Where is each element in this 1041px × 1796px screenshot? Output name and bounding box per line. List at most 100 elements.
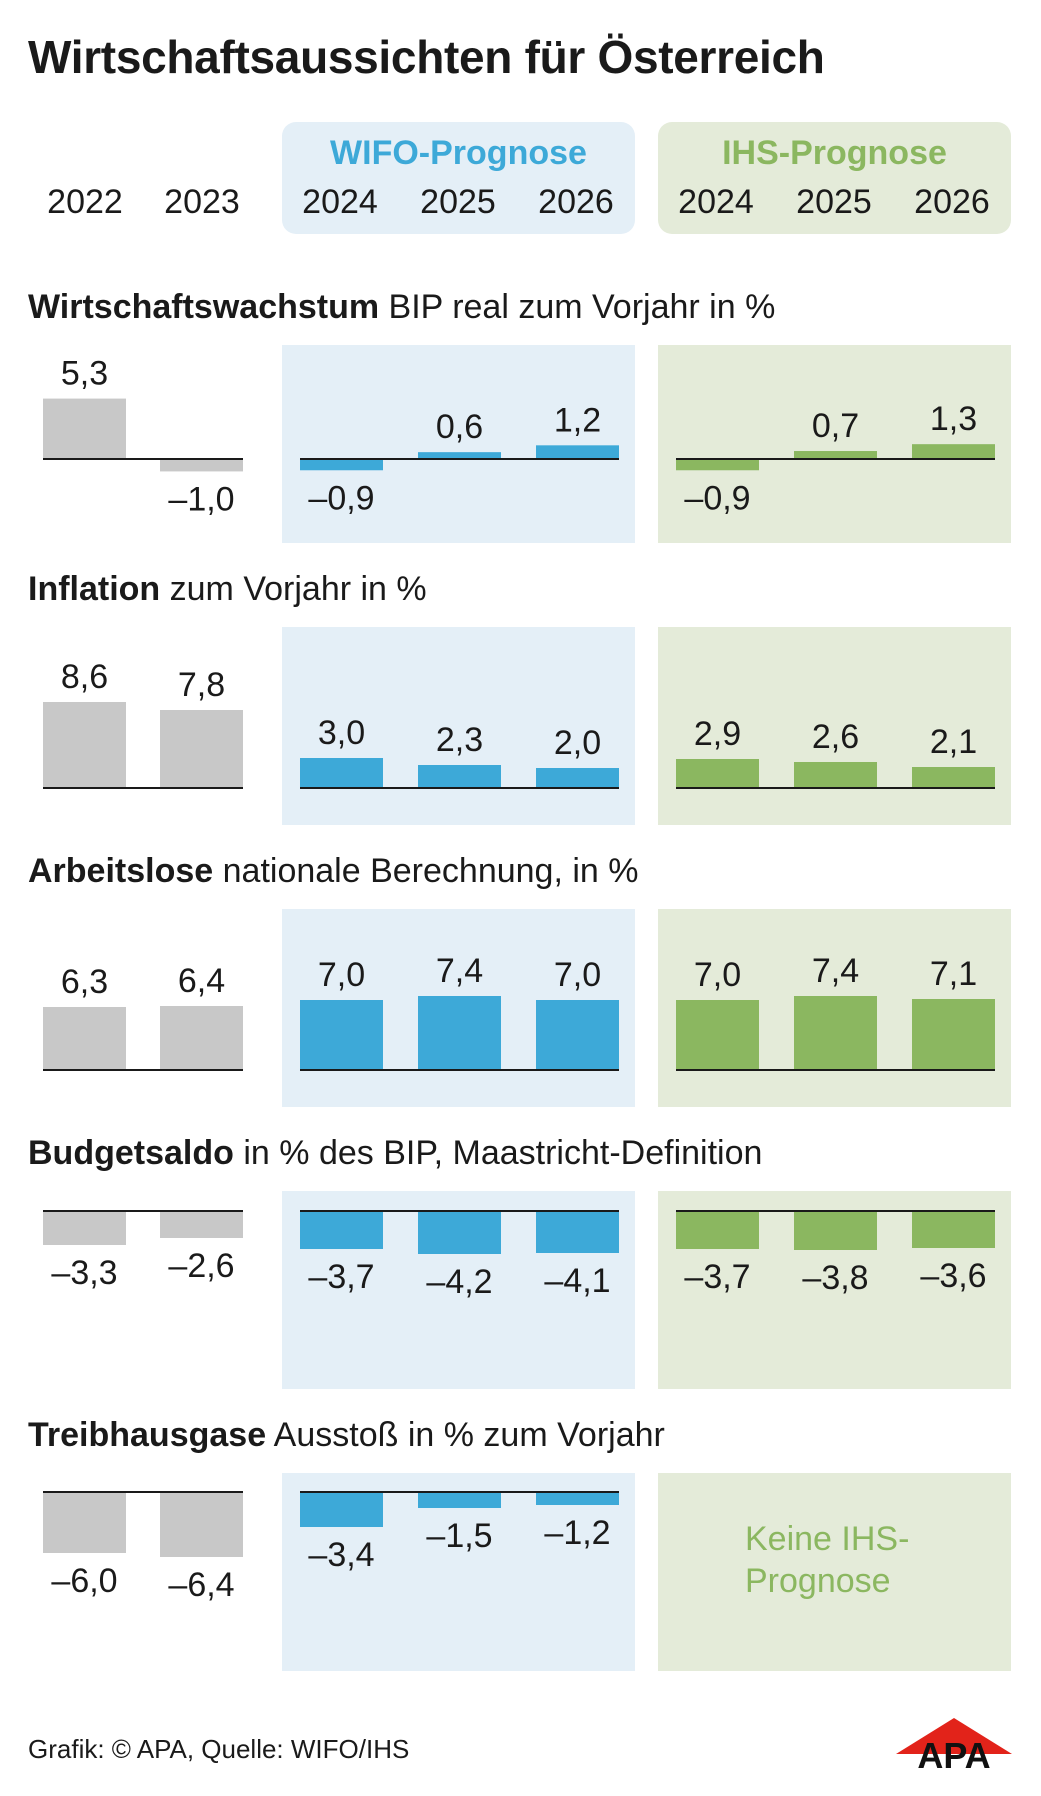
value-label-wifo-2025-3: –4,2: [426, 1263, 492, 1301]
bar-actual-2023-4: [160, 1493, 243, 1557]
page-title: Wirtschaftsaussichten für Österreich: [28, 31, 825, 83]
section-title-unemployment: Arbeitslose nationale Berechnung, in %: [28, 852, 639, 891]
section-title-bold: Treibhausgase: [28, 1416, 267, 1454]
value-label-ihs-2025-3: –3,8: [802, 1259, 868, 1297]
value-label-ihs-2024-3: –3,7: [684, 1258, 750, 1296]
bar-ihs-2025-1: [794, 762, 877, 788]
bar-wifo-2025-4: [418, 1493, 501, 1508]
section-title-bold: Wirtschaftswachstum: [28, 288, 380, 326]
bar-actual-2023-1: [160, 710, 243, 788]
logo-text: APA: [917, 1735, 990, 1770]
bar-ihs-2024-2: [676, 1000, 759, 1070]
value-label-ihs-2025-1: 2,6: [812, 718, 859, 756]
value-label-actual-2023-0: –1,0: [168, 480, 234, 518]
bar-ihs-2024-0: [676, 460, 759, 471]
wifo-label: WIFO-Prognose: [330, 134, 587, 172]
section-title-bold: Inflation: [28, 570, 161, 608]
value-label-actual-2023-3: –2,6: [168, 1247, 234, 1285]
bar-wifo-2026-2: [536, 1000, 619, 1070]
value-label-actual-2022-1: 8,6: [61, 658, 108, 696]
section-title-rest: zum Vorjahr in %: [160, 570, 427, 608]
value-label-wifo-2024-4: –3,4: [308, 1536, 374, 1574]
section-title-inflation: Inflation zum Vorjahr in %: [28, 570, 427, 609]
ihs-label: IHS-Prognose: [722, 134, 947, 172]
bar-ihs-2025-0: [794, 451, 877, 459]
bar-ihs-2026-0: [912, 444, 995, 459]
wifo-panel-inflation: [282, 627, 635, 825]
ihs-year-label-2024: 2024: [678, 183, 754, 221]
bar-wifo-2026-1: [536, 768, 619, 788]
section-title-rest: in % des BIP, Maastricht-Definition: [233, 1134, 763, 1172]
section-title-growth: Wirtschaftswachstum BIP real zum Vorjahr…: [28, 288, 775, 327]
wifo-year-label-2024: 2024: [302, 183, 378, 221]
value-label-actual-2022-4: –6,0: [51, 1562, 117, 1600]
bar-wifo-2026-3: [536, 1212, 619, 1253]
year-label-2023: 2023: [164, 183, 240, 221]
section-title-rest: nationale Berechnung, in %: [213, 852, 639, 890]
bar-wifo-2026-4: [536, 1493, 619, 1505]
bar-wifo-2024-0: [300, 460, 383, 471]
value-label-ihs-2025-0: 0,7: [812, 407, 859, 445]
value-label-ihs-2024-1: 2,9: [694, 715, 741, 753]
bar-ihs-2026-1: [912, 767, 995, 788]
ihs-header-panel: [658, 122, 1011, 234]
footer-credit: Grafik: © APA, Quelle: WIFO/IHS: [28, 1734, 410, 1764]
bar-wifo-2025-3: [418, 1212, 501, 1254]
no-ihs-line1: Keine IHS-: [745, 1520, 910, 1558]
bar-wifo-2025-2: [418, 996, 501, 1070]
wifo-year-label-2026: 2026: [538, 183, 614, 221]
value-label-wifo-2024-2: 7,0: [318, 956, 365, 994]
value-label-ihs-2026-3: –3,6: [920, 1257, 986, 1295]
bar-ihs-2025-3: [794, 1212, 877, 1250]
bar-ihs-2025-2: [794, 996, 877, 1070]
section-title-budget: Budgetsaldo in % des BIP, Maastricht-Def…: [28, 1134, 762, 1173]
value-label-ihs-2024-0: –0,9: [684, 479, 750, 517]
value-label-wifo-2026-0: 1,2: [554, 401, 601, 439]
bar-wifo-2025-1: [418, 765, 501, 788]
value-label-wifo-2024-3: –3,7: [308, 1258, 374, 1296]
bar-actual-2022-4: [43, 1493, 126, 1553]
bar-wifo-2024-1: [300, 758, 383, 788]
no-ihs-line2: Prognose: [745, 1562, 891, 1600]
bar-ihs-2024-3: [676, 1212, 759, 1249]
value-label-ihs-2026-0: 1,3: [930, 400, 977, 438]
bar-ihs-2026-2: [912, 999, 995, 1070]
value-label-wifo-2026-2: 7,0: [554, 956, 601, 994]
bar-ihs-2026-3: [912, 1212, 995, 1248]
bar-wifo-2025-0: [418, 452, 501, 459]
value-label-actual-2022-3: –3,3: [51, 1254, 117, 1292]
year-label-2022: 2022: [47, 183, 123, 221]
section-title-bold: Budgetsaldo: [28, 1134, 234, 1172]
wifo-panel-growth: [282, 345, 635, 543]
value-label-ihs-2026-1: 2,1: [930, 723, 977, 761]
value-label-wifo-2024-1: 3,0: [318, 714, 365, 752]
bar-actual-2022-3: [43, 1212, 126, 1245]
value-label-ihs-2025-2: 7,4: [812, 952, 859, 990]
value-label-ihs-2024-2: 7,0: [694, 956, 741, 994]
value-label-wifo-2025-4: –1,5: [426, 1517, 492, 1555]
value-label-wifo-2024-0: –0,9: [308, 479, 374, 517]
bar-actual-2023-2: [160, 1006, 243, 1070]
apa-logo: APA: [896, 1718, 1012, 1770]
bar-actual-2022-1: [43, 702, 126, 788]
bar-wifo-2024-3: [300, 1212, 383, 1249]
value-label-actual-2023-1: 7,8: [178, 666, 225, 704]
value-label-wifo-2025-1: 2,3: [436, 721, 483, 759]
value-label-wifo-2026-1: 2,0: [554, 724, 601, 762]
value-label-actual-2023-4: –6,4: [168, 1566, 234, 1604]
ihs-panel-ghg: [658, 1473, 1011, 1671]
value-label-wifo-2025-0: 0,6: [436, 408, 483, 446]
wifo-year-label-2025: 2025: [420, 183, 496, 221]
ihs-panel-growth: [658, 345, 1011, 543]
bar-wifo-2024-2: [300, 1000, 383, 1070]
bar-ihs-2024-1: [676, 759, 759, 788]
ihs-panel-inflation: [658, 627, 1011, 825]
bar-actual-2022-2: [43, 1007, 126, 1070]
ihs-year-label-2025: 2025: [796, 183, 872, 221]
bar-actual-2023-3: [160, 1212, 243, 1238]
section-title-ghg: Treibhausgase Ausstoß in % zum Vorjahr: [28, 1416, 665, 1455]
value-label-actual-2023-2: 6,4: [178, 962, 225, 1000]
no-ihs-forecast-note: Keine IHS- Prognose: [745, 1518, 909, 1602]
section-title-rest: Ausstoß in % zum Vorjahr: [266, 1416, 665, 1454]
